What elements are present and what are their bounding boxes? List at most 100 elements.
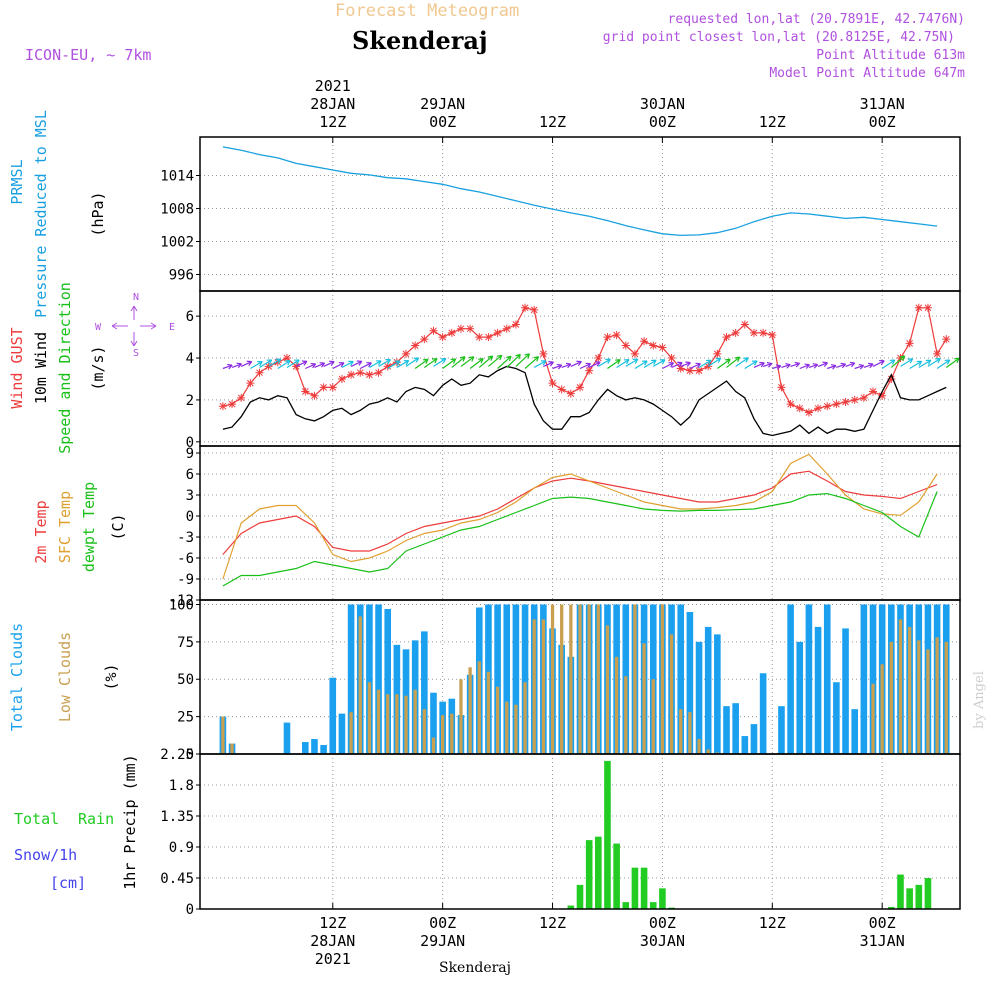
low-cloud-bar [926,649,930,754]
gust-marker [905,339,914,348]
low-cloud-bar [624,676,628,754]
gust-marker [621,341,630,350]
gust-marker [777,383,786,392]
gust-marker [612,330,621,339]
wind-direction-arrow [515,353,530,367]
total-cloud-bar [860,604,868,754]
total-cloud-bar [695,641,703,754]
wind-direction-arrow [827,365,837,370]
gust-marker [539,349,548,358]
wind-direction-arrowhead [487,355,494,361]
gust-marker [722,333,731,342]
wind-direction-arrow [460,356,475,367]
gust-marker [337,374,346,383]
total-cloud-bar [430,692,437,754]
gust-marker [365,370,374,379]
wind-direction-arrow [579,363,591,370]
requested-coords: requested lon,lat (20.7891E, 42.7476N) [668,12,965,27]
wind-direction-arrow [836,363,846,369]
wind-direction-arrow [378,358,391,367]
low-cloud-bar [651,679,655,754]
total-cloud-bar [311,739,318,754]
wind-direction-arrow [652,359,666,367]
low-cloud-bar [495,686,500,754]
pressure-unit: (hPa) [89,191,107,236]
wind-direction-arrowhead [907,358,914,364]
top-time-label: 00Z [429,113,456,131]
gust-marker [576,383,584,392]
wind-direction-arrowhead [585,362,592,369]
y-tick-label: 2 [186,393,194,409]
wind-direction-arrow [350,360,363,367]
wind-direction-arrowhead [266,359,273,365]
precip-bar [897,874,904,909]
wind-direction-arrowhead [468,356,475,362]
wind-direction-arrowhead [954,357,960,363]
total-cloud-bar [320,745,327,754]
wind-direction-arrowhead [794,361,801,368]
wind-direction-arrow [469,358,484,369]
wind-direction-arrowhead [695,362,701,369]
gust-marker [237,393,246,402]
wind-direction-arrowhead [849,361,856,368]
wind-direction-arrow [396,360,410,368]
gust-line [222,307,947,414]
wind-direction-arrow [250,361,263,370]
gust-marker [475,333,484,342]
low-cloud-bar [230,743,234,754]
top-time-label: 2021 [315,77,351,95]
gust-marker [347,370,356,379]
gust-marker [310,391,319,400]
low-cloud-bar [505,701,509,754]
wind-direction-arrow [231,363,242,369]
wind-direction-arrow [799,364,810,370]
top-time-label: 12Z [539,113,566,131]
gust-marker [942,335,951,344]
wind-direction-arrow [872,360,885,367]
wind-direction-arrow [387,360,401,370]
bottom-time-label: 31JAN [860,932,905,950]
precip-bar [924,878,932,909]
wind-direction-arrow [259,359,272,368]
wind-unit: (m/s) [89,345,107,390]
total-cloud-bar [741,736,749,754]
wind-direction-arrow [726,356,741,368]
wind-direction-arrow [332,362,345,370]
bottom-time-label: 12Z [539,914,566,932]
total-cloud-bar [732,703,739,754]
wind-direction-arrowhead [715,357,722,363]
precip-bar [613,843,620,909]
wind-direction-arrow [863,363,874,369]
precip-bar [622,902,630,909]
wind-direction-arrowhead [450,358,457,364]
wind-label: 10m Wind [32,332,50,404]
wind-direction-arrowhead [725,358,731,365]
top-time-label: 12Z [759,113,786,131]
wind-direction-arrowhead [651,359,657,365]
precip-bar [888,906,895,909]
precip-bar [915,884,923,909]
bottom-time-label: 12Z [319,914,346,932]
top-time-label: 28JAN [310,95,355,113]
gust-marker [228,400,237,409]
gust-marker [640,337,649,346]
y-tick-label: -3 [177,530,194,546]
bottom-time-label: 2021 [315,950,351,968]
station-name: Skenderaj [352,26,488,55]
wind-direction-arrow [414,358,429,369]
gust-marker [914,303,923,312]
wind-direction-arrow [314,362,325,369]
wind-direction-arrow [423,358,438,368]
total-cloud-bar [814,626,822,754]
gust-marker [658,343,667,352]
precip-snow-unit: [cm] [50,874,86,892]
total-cloud-bar [302,742,309,754]
total-cloud-bar [649,604,657,754]
low-cloud-bar [486,671,491,754]
wind-direction-arrowhead [294,359,300,365]
wind-direction-arrowhead [822,361,828,368]
gust-marker [246,379,255,388]
y-tick-label: 0 [186,902,194,918]
wind-direction-arrow [781,364,791,369]
wind-direction-arrowhead [734,356,741,362]
